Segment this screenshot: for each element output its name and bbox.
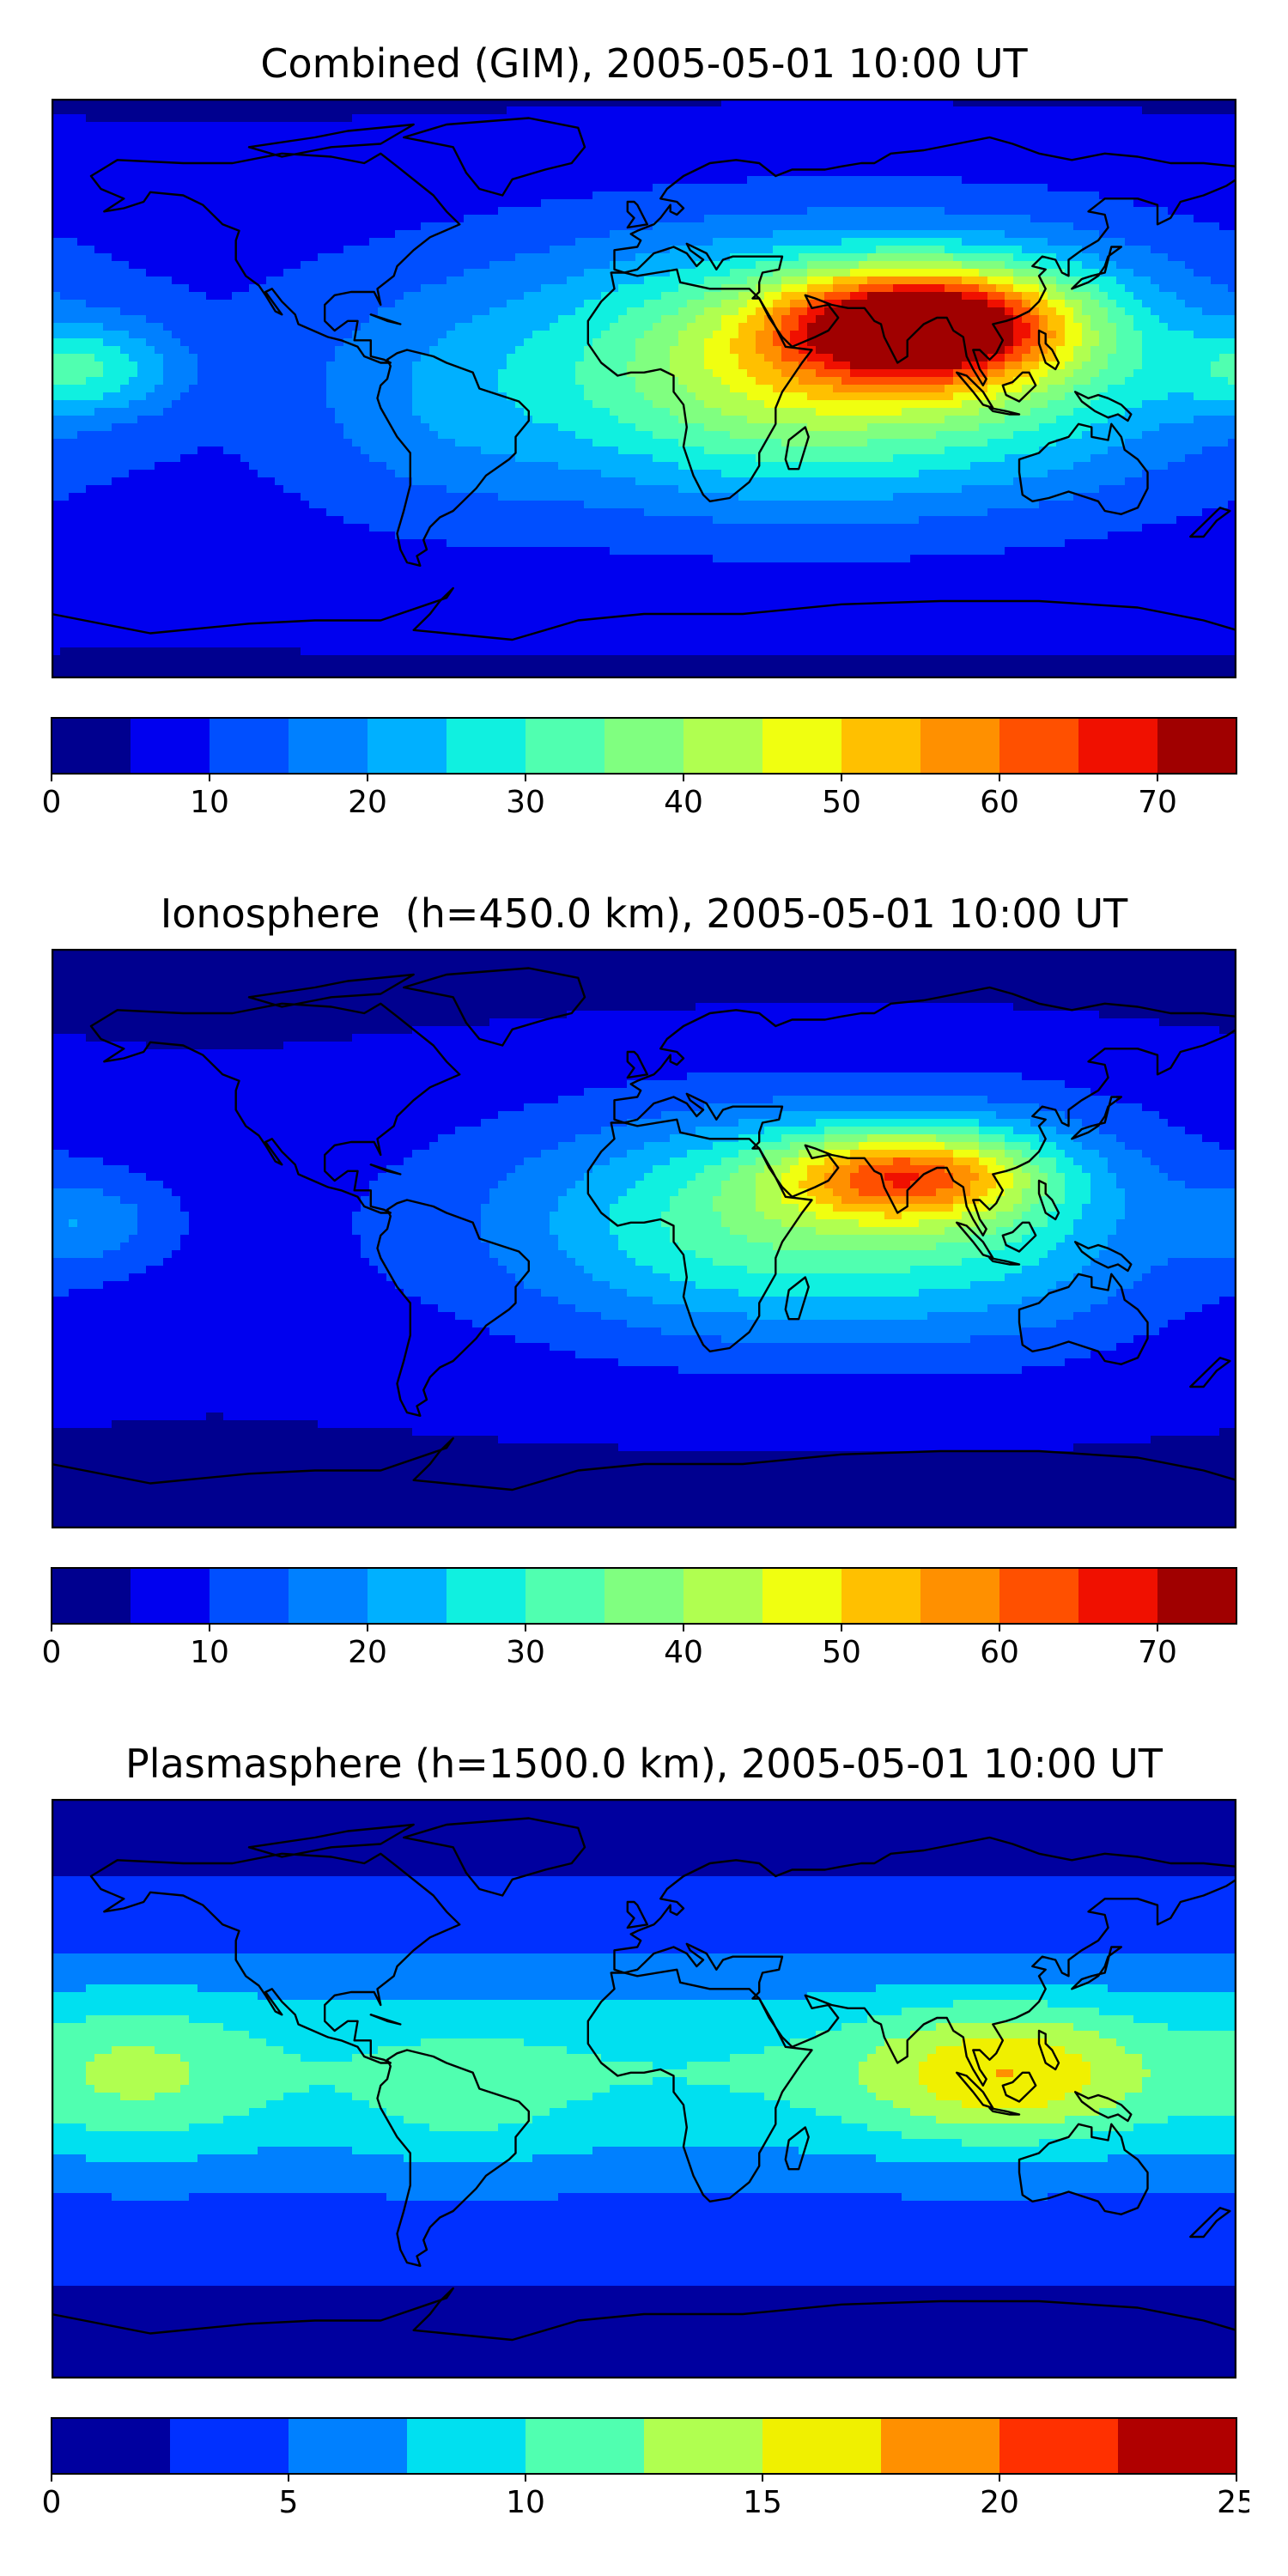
colorbar-frame xyxy=(51,1567,1237,1625)
colorbar-swatch xyxy=(762,1567,842,1624)
colorbar-swatch xyxy=(131,1567,210,1624)
colorbar-swatch xyxy=(762,2417,882,2474)
colorbar-swatch xyxy=(210,717,289,774)
panel-1-map xyxy=(52,99,1236,678)
colorbar-swatch xyxy=(447,717,526,774)
colorbar-swatch xyxy=(526,717,605,774)
colorbar-swatch xyxy=(683,1567,763,1624)
coastlines xyxy=(52,967,1236,1528)
colorbar-swatch xyxy=(447,1567,526,1624)
colorbar-swatch xyxy=(52,2417,171,2474)
colorbar-tick-label: 30 xyxy=(506,1635,545,1666)
map-field xyxy=(52,99,1236,678)
colorbar-swatch xyxy=(289,717,368,774)
colorbar-tick-label: 20 xyxy=(348,785,387,816)
colorbar-swatch xyxy=(683,717,763,774)
colorbar-tick-label: 30 xyxy=(506,785,545,816)
colorbar-tick-label: 10 xyxy=(190,785,229,816)
panel-3-title: Plasmasphere (h=1500.0 km), 2005-05-01 1… xyxy=(0,1738,1288,1789)
colorbar-swatch xyxy=(920,717,1000,774)
colorbar-tick-label: 15 xyxy=(743,2485,782,2516)
panel-2-map xyxy=(52,949,1236,1528)
map-frame xyxy=(52,1799,1236,2379)
colorbar-swatch xyxy=(841,717,921,774)
colorbar-tick-label: 40 xyxy=(664,785,703,816)
map-field xyxy=(52,1799,1236,2379)
colorbar-swatch xyxy=(881,2417,1000,2474)
colorbar-swatch xyxy=(1078,1567,1158,1624)
colorbar-swatch xyxy=(52,1567,131,1624)
colorbar-tick-label: 20 xyxy=(348,1635,387,1666)
map-field xyxy=(52,949,1236,1528)
colorbar-swatch xyxy=(644,2417,763,2474)
colorbar-swatch xyxy=(368,717,447,774)
colorbar-swatch xyxy=(999,1567,1079,1624)
panel-1-title: Combined (GIM), 2005-05-01 10:00 UT xyxy=(0,38,1288,89)
colorbar-swatch xyxy=(52,717,131,774)
colorbar-swatch xyxy=(605,717,684,774)
map-frame xyxy=(52,949,1236,1528)
colorbar-swatch xyxy=(999,2417,1119,2474)
panel-2-colorbar: 0 10 20 30 40 50 60 70 xyxy=(42,1567,1237,1666)
colorbar-frame xyxy=(51,717,1237,775)
panel-2-title: Ionosphere (h=450.0 km), 2005-05-01 10:0… xyxy=(0,888,1288,939)
colorbar-swatch xyxy=(170,2417,289,2474)
colorbar-swatch xyxy=(1078,717,1158,774)
colorbar-swatch xyxy=(841,1567,921,1624)
colorbar-tick-label: 10 xyxy=(190,1635,229,1666)
colorbar-tick-label: 5 xyxy=(279,2485,299,2516)
colorbar-swatch xyxy=(289,1567,368,1624)
colorbar-swatch xyxy=(407,2417,526,2474)
colorbar-swatch xyxy=(605,1567,684,1624)
map-frame xyxy=(52,99,1236,678)
colorbar-tick-label: 50 xyxy=(822,785,861,816)
colorbar-swatch xyxy=(210,1567,289,1624)
colorbar-swatch xyxy=(1157,717,1237,774)
colorbar-swatch xyxy=(920,1567,1000,1624)
coastlines xyxy=(52,117,1236,678)
colorbar-tick-label: 40 xyxy=(664,1635,703,1666)
colorbar-swatch xyxy=(131,717,210,774)
colorbar-swatch xyxy=(526,2417,645,2474)
colorbar-tick-label: 0 xyxy=(42,2485,62,2516)
colorbar-tick-label: 70 xyxy=(1138,1635,1177,1666)
colorbar-swatch xyxy=(289,2417,408,2474)
colorbar-frame xyxy=(51,2417,1237,2475)
colorbar-swatch xyxy=(1157,1567,1237,1624)
colorbar-swatch xyxy=(1118,2417,1237,2474)
panel-1-colorbar: 0 10 20 30 40 50 60 70 xyxy=(42,717,1237,816)
colorbar-tick-label: 0 xyxy=(42,1635,62,1666)
colorbar-tick-label: 60 xyxy=(980,785,1019,816)
colorbar-swatch xyxy=(368,1567,447,1624)
panel-3-map xyxy=(52,1799,1236,2379)
colorbar-swatch xyxy=(999,717,1079,774)
colorbar-tick-label: 25 xyxy=(1217,2485,1249,2516)
colorbar-tick-label: 10 xyxy=(506,2485,545,2516)
colorbar-tick-label: 0 xyxy=(42,785,62,816)
coastlines xyxy=(52,1817,1236,2379)
colorbar-tick-label: 60 xyxy=(980,1635,1019,1666)
colorbar-tick-label: 50 xyxy=(822,1635,861,1666)
colorbar-swatch xyxy=(762,717,842,774)
colorbar-swatch xyxy=(526,1567,605,1624)
colorbar-tick-label: 20 xyxy=(980,2485,1019,2516)
colorbar-tick-label: 70 xyxy=(1138,785,1177,816)
panel-3-colorbar: 0 5 10 15 20 25 xyxy=(42,2417,1249,2516)
